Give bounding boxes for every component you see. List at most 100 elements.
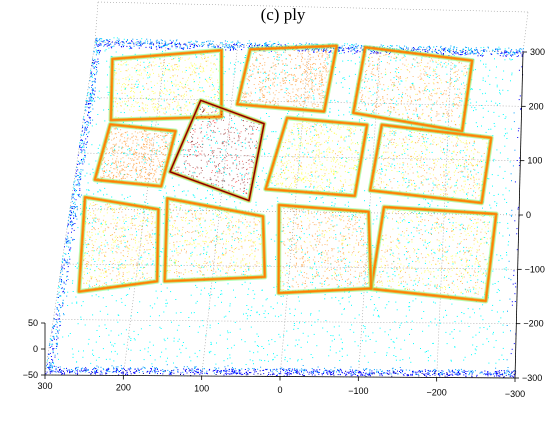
cloud-point <box>506 54 508 56</box>
cloud-point <box>257 351 259 353</box>
cloud-point <box>73 198 75 200</box>
cloud-point <box>63 313 64 315</box>
cloud-point <box>346 371 348 373</box>
cloud-point <box>222 159 223 161</box>
cloud-point <box>433 69 435 71</box>
cloud-point <box>183 366 185 368</box>
cloud-point <box>61 287 63 289</box>
cloud-point <box>53 326 55 328</box>
cloud-point <box>69 210 71 212</box>
cloud-point <box>163 80 165 82</box>
cloud-point <box>250 139 252 141</box>
cloud-point <box>63 373 65 375</box>
cloud-point <box>512 283 514 285</box>
cloud-point <box>334 198 336 199</box>
cloud-point <box>335 352 337 354</box>
cloud-point <box>239 172 241 174</box>
cloud-point <box>329 349 331 351</box>
cloud-point <box>267 360 269 362</box>
cloud-point <box>469 53 471 55</box>
cloud-point <box>481 371 483 373</box>
cloud-point <box>84 126 86 128</box>
cloud-point <box>486 374 488 376</box>
cloud-point <box>293 315 295 317</box>
cloud-point <box>411 320 413 322</box>
cloud-point <box>236 155 238 157</box>
cloud-point <box>330 50 332 52</box>
cloud-point <box>94 81 96 83</box>
cloud-point <box>75 373 77 375</box>
cloud-point <box>87 182 89 184</box>
cloud-point <box>347 244 349 246</box>
cloud-point <box>417 373 419 375</box>
grid-line <box>436 50 452 378</box>
cloud-point <box>80 371 82 373</box>
stone-point <box>447 113 449 115</box>
cloud-point <box>96 42 97 44</box>
cloud-point <box>131 278 133 280</box>
cloud-point <box>214 354 216 356</box>
cloud-point <box>71 302 73 304</box>
cloud-point <box>269 369 271 371</box>
cloud-point <box>511 49 513 50</box>
cloud-point <box>158 166 160 168</box>
cloud-point <box>484 80 486 82</box>
cloud-point <box>399 83 401 85</box>
cloud-point <box>286 374 288 376</box>
cloud-point <box>317 218 319 220</box>
cloud-point <box>111 295 113 296</box>
cloud-point <box>416 114 418 116</box>
cloud-point <box>264 360 266 362</box>
cloud-point <box>379 271 381 273</box>
cloud-point <box>508 53 510 55</box>
cloud-point <box>446 373 448 375</box>
cloud-point <box>466 165 468 167</box>
cloud-point <box>393 77 395 79</box>
cloud-point <box>265 42 267 43</box>
cloud-point <box>431 151 433 153</box>
cloud-point <box>267 375 268 377</box>
cloud-point <box>361 373 363 375</box>
cloud-point <box>155 153 157 155</box>
cloud-point <box>410 374 412 376</box>
cloud-point <box>353 44 355 46</box>
cloud-point <box>509 58 511 60</box>
cloud-point <box>275 369 277 371</box>
cloud-point <box>130 373 132 375</box>
cloud-point <box>363 331 364 333</box>
cloud-point <box>310 313 312 315</box>
cloud-point <box>421 301 423 303</box>
cloud-point <box>386 354 387 356</box>
cloud-point <box>232 48 234 50</box>
cloud-point <box>106 368 108 370</box>
cloud-point <box>328 371 330 373</box>
cloud-point <box>371 76 373 77</box>
cloud-point <box>448 50 449 52</box>
cloud-point <box>291 370 293 372</box>
cloud-point <box>348 291 350 293</box>
cloud-point <box>93 63 94 65</box>
cloud-point <box>161 351 163 353</box>
cloud-point <box>293 372 295 374</box>
cloud-point <box>210 288 212 289</box>
cloud-point <box>97 191 99 193</box>
cloud-point <box>196 271 198 273</box>
cloud-point <box>420 371 421 373</box>
cloud-point <box>287 248 289 249</box>
cloud-point <box>66 295 68 297</box>
cloud-point <box>316 345 318 347</box>
cloud-point <box>450 374 452 376</box>
cloud-point <box>70 371 72 373</box>
cloud-point <box>147 136 149 138</box>
cloud-point <box>390 165 392 167</box>
cloud-point <box>502 373 504 375</box>
cloud-point <box>51 359 53 360</box>
cloud-point <box>254 371 256 373</box>
cloud-point <box>516 56 518 57</box>
cloud-point <box>84 156 86 158</box>
cloud-point <box>412 284 414 286</box>
cloud-point <box>172 108 174 110</box>
cloud-point <box>153 44 155 46</box>
cloud-point <box>180 172 182 174</box>
cloud-point <box>51 367 53 369</box>
